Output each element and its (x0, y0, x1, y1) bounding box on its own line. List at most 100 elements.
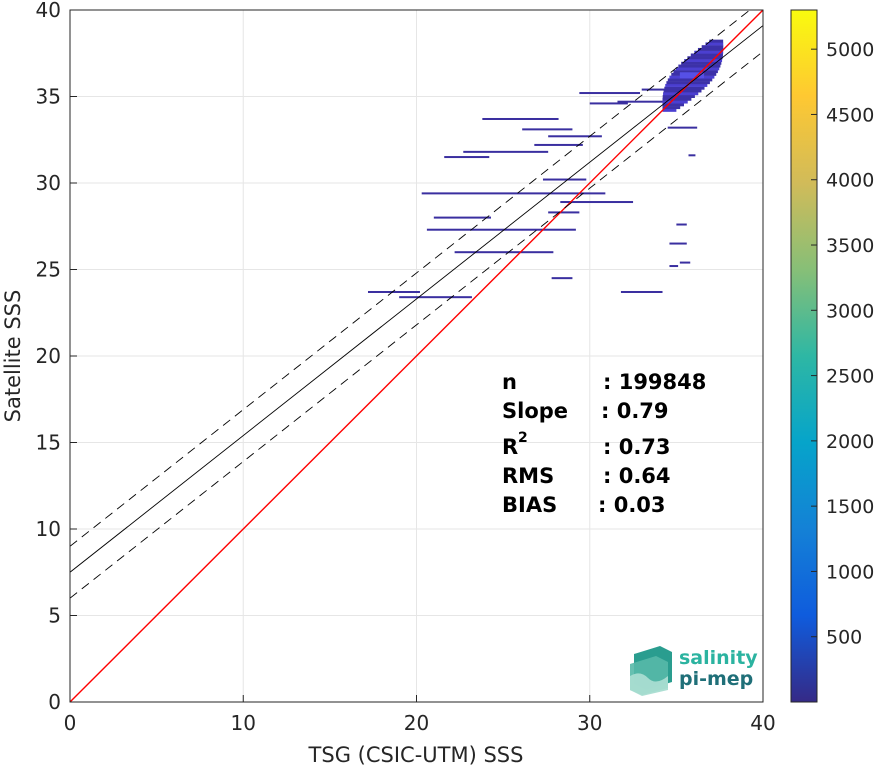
density-cluster-row (662, 100, 688, 104)
density-cluster-row (697, 47, 724, 51)
density-cluster-row (665, 83, 708, 87)
colorbar-gradient (791, 10, 817, 702)
density-segment (399, 296, 472, 299)
density-segment (679, 261, 691, 264)
density-segment (579, 92, 640, 95)
density-cluster-row (667, 78, 713, 82)
colorbar-tick-label: 1500 (826, 496, 874, 518)
x-tick-label: 10 (231, 711, 256, 735)
logo-text-salinity: salinity (679, 647, 758, 669)
y-tick-label: 40 (36, 0, 61, 22)
density-cluster-row (678, 64, 721, 68)
density-segment (454, 251, 554, 254)
y-tick-label: 15 (36, 431, 61, 455)
colorbar-tick-label: 4500 (826, 104, 874, 126)
reference-line-fit (70, 25, 763, 573)
colorbar-tick-label: 1000 (826, 561, 874, 583)
y-tick-label: 10 (36, 517, 61, 541)
colorbar-tick-label: 4000 (826, 170, 874, 192)
y-tick-label: 35 (36, 85, 61, 109)
density-segment (560, 201, 634, 204)
colorbar-ticks: 500 1000 1500 2000 2500 3000 3500 4000 4500 5000 (811, 39, 874, 649)
density-cluster-row (673, 70, 718, 74)
stat-bias-label: BIAS (502, 493, 557, 517)
density-segment (589, 102, 628, 105)
density-segment (433, 216, 491, 219)
density-segment (676, 223, 687, 226)
density-segment (548, 135, 602, 138)
colorbar-tick-label: 500 (826, 627, 862, 649)
stat-n-label: n (502, 370, 517, 394)
density-cluster-row (684, 59, 723, 63)
stats-panel: n : 199848 Slope : 0.79 R 2 : 0.73 RMS :… (502, 370, 706, 517)
stat-rms-label: RMS (502, 464, 554, 488)
colorbar-tick-label: 5000 (826, 39, 874, 61)
density-segment (669, 265, 679, 268)
density-cluster-row (687, 56, 723, 60)
density-segment (542, 178, 587, 181)
x-tick-label: 30 (577, 711, 602, 735)
colorbar-tick-label: 2000 (826, 431, 874, 453)
density-cluster-row (709, 39, 724, 43)
logo-text-pimep: pi-mep (679, 668, 753, 690)
colorbar-tick-label: 3500 (826, 235, 874, 257)
reference-lines (70, 10, 763, 702)
y-tick-label: 0 (48, 690, 61, 714)
logo-emblem (630, 646, 672, 696)
density-segment (548, 211, 580, 214)
stat-slope-value: : 0.79 (601, 399, 669, 423)
density-segment (426, 228, 576, 231)
density-cluster-row (694, 50, 724, 54)
density-cluster-core (679, 72, 705, 79)
axis-ticks: 0 10 20 30 40 0 5 10 15 20 25 30 35 40 (36, 0, 776, 735)
x-tick-label: 40 (750, 711, 775, 735)
density-segment (367, 290, 420, 293)
density-cluster-row (666, 81, 710, 85)
colorbar: 500 1000 1500 2000 2500 3000 3500 4000 4500 5000 (790, 9, 874, 703)
stat-r2-superscript: 2 (518, 430, 528, 446)
density-cluster-row (701, 45, 724, 49)
reference-line-1-1 (70, 10, 763, 702)
density-segment (444, 156, 490, 159)
x-tick-label: 20 (404, 711, 429, 735)
density-cluster-row (681, 61, 722, 65)
colorbar-tick-label: 3000 (826, 300, 874, 322)
density-segment (463, 150, 549, 153)
density-segment (522, 128, 573, 131)
y-tick-label: 5 (48, 604, 61, 628)
density-cluster-row (662, 95, 695, 98)
salinity-pimep-logo: salinity pi-mep (630, 646, 758, 696)
density-segment (617, 100, 663, 103)
density-segment (667, 126, 698, 129)
density-cluster-row (690, 53, 723, 57)
density-segment (620, 290, 663, 293)
density-cluster-row (705, 42, 724, 46)
stat-slope-label: Slope (502, 399, 568, 423)
density-cluster-row (662, 108, 677, 112)
stat-bias-value: : 0.03 (598, 493, 666, 517)
reference-line-fit-upper (70, 10, 751, 547)
density-cluster-row (675, 67, 720, 71)
density-segment (669, 242, 687, 245)
colorbar-frame (790, 9, 818, 703)
stat-rms-value: : 0.64 (603, 464, 671, 488)
stat-n-value: : 199848 (603, 370, 706, 394)
density-segment (421, 192, 606, 195)
x-tick-label: 0 (64, 711, 77, 735)
density-cluster-row (662, 103, 684, 107)
density-segment (551, 277, 573, 280)
y-tick-label: 20 (36, 344, 61, 368)
x-axis-label: TSG (CSIC-UTM) SSS (308, 743, 524, 767)
density-segment (482, 117, 559, 120)
stat-r2-label: R (502, 435, 518, 459)
density-segment (688, 154, 696, 157)
y-tick-label: 30 (36, 171, 61, 195)
density-cluster-row (662, 97, 692, 101)
density-segment (534, 143, 583, 146)
stat-r2-value: : 0.73 (603, 435, 671, 459)
reference-line-fit-lower (70, 51, 763, 599)
density-cluster-row (663, 92, 699, 96)
density-cluster-row (662, 106, 681, 110)
colorbar-tick-label: 2500 (826, 366, 874, 388)
